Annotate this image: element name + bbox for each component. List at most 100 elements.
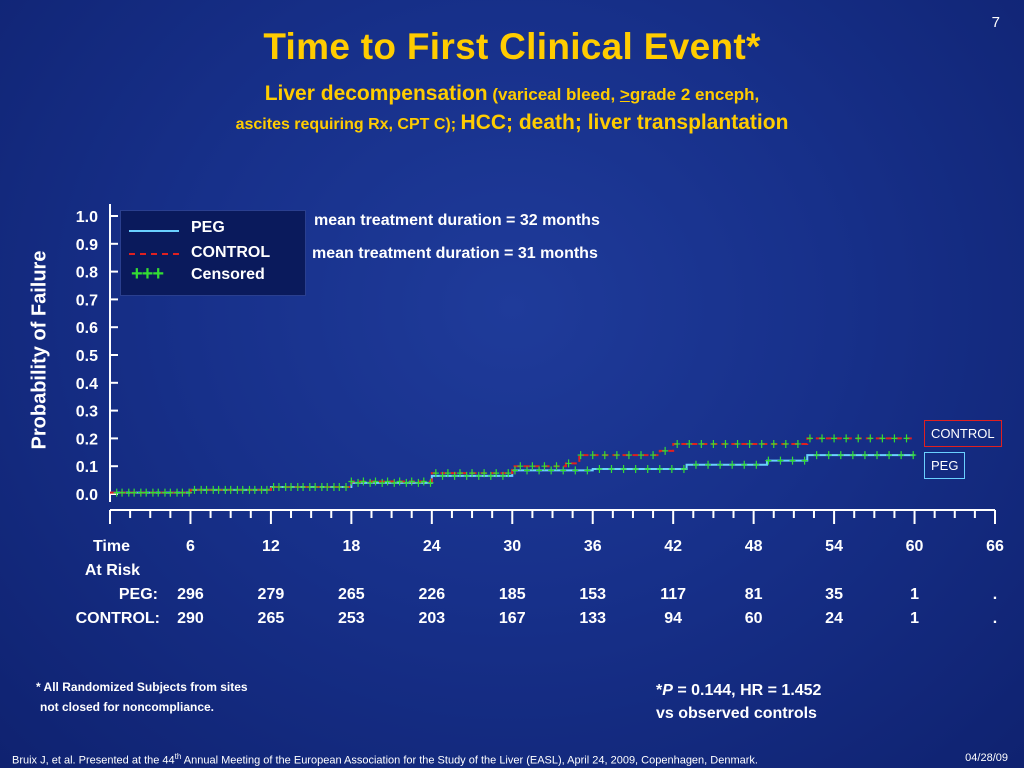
- citation-date: 04/28/09: [965, 752, 1008, 764]
- censored-mark: [149, 488, 156, 497]
- censored-mark: [722, 439, 729, 448]
- censored-mark: [355, 478, 362, 487]
- censored-mark: [589, 451, 596, 460]
- censored-mark: [765, 456, 772, 465]
- control-at-risk-cell: 265: [257, 610, 285, 627]
- censored-mark: [536, 466, 543, 475]
- censored-mark: [384, 477, 391, 486]
- censored-mark: [198, 485, 205, 494]
- slide-number: 7: [991, 14, 1000, 31]
- p-value-note: *P = 0.144, HR = 1.452 vs observed contr…: [656, 679, 821, 725]
- censored-mark: [819, 434, 826, 443]
- censored-mark: [174, 488, 181, 497]
- censored-mark: [794, 439, 801, 448]
- censored-mark: [741, 460, 748, 469]
- censored-mark: [186, 488, 193, 497]
- time-cell: 30: [503, 538, 522, 555]
- censored-mark: [644, 464, 651, 473]
- peg-at-risk-cell: .: [992, 586, 998, 603]
- subtitle-line-1: Liver decompensation (variceal bleed, >g…: [0, 82, 1024, 106]
- peg-at-risk-cell: 226: [418, 586, 446, 603]
- censored-mark: [849, 451, 856, 460]
- control-row-label: CONTROL:: [75, 610, 160, 627]
- censored-mark: [119, 488, 126, 497]
- censored-mark: [210, 485, 217, 494]
- time-row-label: Time: [92, 538, 130, 555]
- censored-mark: [813, 451, 820, 460]
- series-line-control: [110, 437, 915, 494]
- censored-mark: [837, 451, 844, 460]
- peg-at-risk-cell: 35: [825, 586, 843, 603]
- censored-mark: [469, 469, 476, 478]
- peg-duration-note: mean treatment duration = 32 months: [314, 212, 600, 229]
- legend-control-label: CONTROL: [191, 244, 271, 261]
- censored-mark: [415, 478, 422, 487]
- subtitle-ge-symbol: >: [619, 85, 630, 104]
- subtitle2-part-a: ascites requiring Rx, CPT C);: [235, 116, 461, 133]
- censored-mark: [288, 483, 295, 492]
- censored-mark: [806, 434, 813, 443]
- time-cell: 18: [342, 538, 361, 555]
- censored-mark: [312, 483, 319, 492]
- censored-mark: [529, 462, 536, 471]
- censored-mark: [125, 488, 132, 497]
- peg-at-risk-cell: 265: [338, 586, 365, 603]
- control-at-risk-cell: 133: [579, 610, 607, 627]
- y-tick-label: 0.8: [76, 265, 98, 282]
- censored-mark: [318, 483, 325, 492]
- control-line-swatch: [129, 253, 179, 255]
- censored-mark: [729, 460, 736, 469]
- footnote-line-2: not closed for noncompliance.: [40, 700, 215, 714]
- censored-mark: [420, 477, 427, 486]
- censored-mark: [275, 483, 282, 492]
- at-risk-label: At Risk: [84, 562, 140, 579]
- peg-at-risk-cell: 1: [910, 586, 919, 603]
- control-at-risk-cell: 94: [664, 610, 683, 627]
- censored-mark: [113, 488, 120, 497]
- censored-mark: [903, 434, 910, 443]
- censored-mark: [861, 451, 868, 460]
- censored-mark: [493, 469, 500, 478]
- y-tick-label: 0.3: [76, 404, 98, 421]
- censored-mark: [137, 488, 144, 497]
- censored-mark: [692, 460, 699, 469]
- censored-mark: [777, 456, 784, 465]
- control-at-risk-cell: 167: [498, 610, 526, 627]
- peg-at-risk-cell: 296: [177, 586, 204, 603]
- censored-mark: [179, 488, 186, 497]
- censored-mark: [843, 434, 850, 443]
- y-tick-label: 0.6: [76, 320, 98, 337]
- censored-mark: [789, 456, 796, 465]
- censored-mark: [753, 460, 760, 469]
- censored-mark: [874, 451, 880, 460]
- control-at-risk-cell: .: [992, 610, 998, 627]
- censored-mark: [379, 478, 386, 487]
- censored-mark: [705, 460, 712, 469]
- control-at-risk-cell: 1: [910, 610, 919, 627]
- time-cell: 42: [664, 538, 683, 555]
- legend-peg-label: PEG: [191, 219, 225, 236]
- censored-mark: [300, 483, 307, 492]
- censored-mark: [263, 485, 270, 494]
- censored-mark: [855, 434, 862, 443]
- censored-mark: [270, 483, 277, 492]
- time-cell: 12: [262, 538, 280, 555]
- censored-mark: [867, 434, 874, 443]
- censored-mark: [463, 471, 470, 480]
- km-chart: 0.0 0.1 0.2 0.3 0.4 0.5 0.6 0.7 0.8 0.9 1.0: [76, 265, 917, 497]
- censored-mark: [167, 488, 174, 497]
- footnote: * All Randomized Subjects from sites not…: [36, 677, 248, 717]
- subtitle-line-2: ascites requiring Rx, CPT C); HCC; death…: [0, 111, 1024, 135]
- censored-mark: [294, 483, 301, 492]
- censored-mark: [674, 439, 681, 448]
- censored-mark: [717, 460, 724, 469]
- censored-mark: [227, 485, 234, 494]
- censored-mark: [584, 466, 591, 475]
- censored-mark: [330, 483, 337, 492]
- control-at-risk-cell: 203: [418, 610, 446, 627]
- censored-mark: [638, 451, 644, 460]
- peg-end-label: PEG: [924, 452, 966, 479]
- censored-mark: [565, 459, 572, 468]
- censored-mark: [620, 464, 627, 473]
- subtitle-paren-a: (variceal bleed,: [487, 85, 620, 104]
